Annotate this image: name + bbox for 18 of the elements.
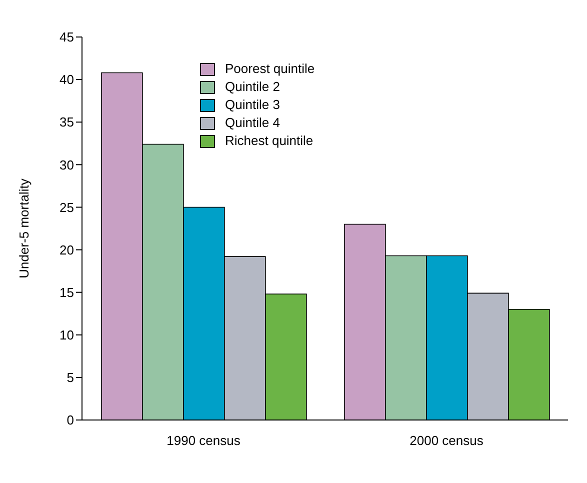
x-tick-label: 1990 census	[166, 433, 241, 448]
legend-label: Richest quintile	[225, 132, 314, 150]
y-tick-label: 0	[66, 412, 74, 428]
y-tick-label: 20	[60, 242, 74, 258]
x-tick-label: 2000 census	[410, 433, 484, 448]
legend-label: Quintile 3	[225, 96, 280, 114]
y-tick-label: 10	[60, 328, 74, 343]
y-tick-label: 45	[60, 30, 74, 45]
y-tick-label: 5	[66, 370, 74, 386]
legend-label: Poorest quintile	[225, 60, 315, 78]
y-tick-label: 40	[60, 72, 74, 88]
legend-label: Quintile 2	[225, 78, 280, 96]
y-axis-title: Under-5 mortality	[16, 178, 32, 278]
y-tick-label: 30	[60, 157, 74, 172]
y-tick-label: 15	[60, 284, 74, 300]
legend-label: Quintile 4	[225, 114, 280, 132]
y-tick-label: 35	[60, 114, 74, 130]
y-tick-label: 25	[60, 200, 74, 215]
